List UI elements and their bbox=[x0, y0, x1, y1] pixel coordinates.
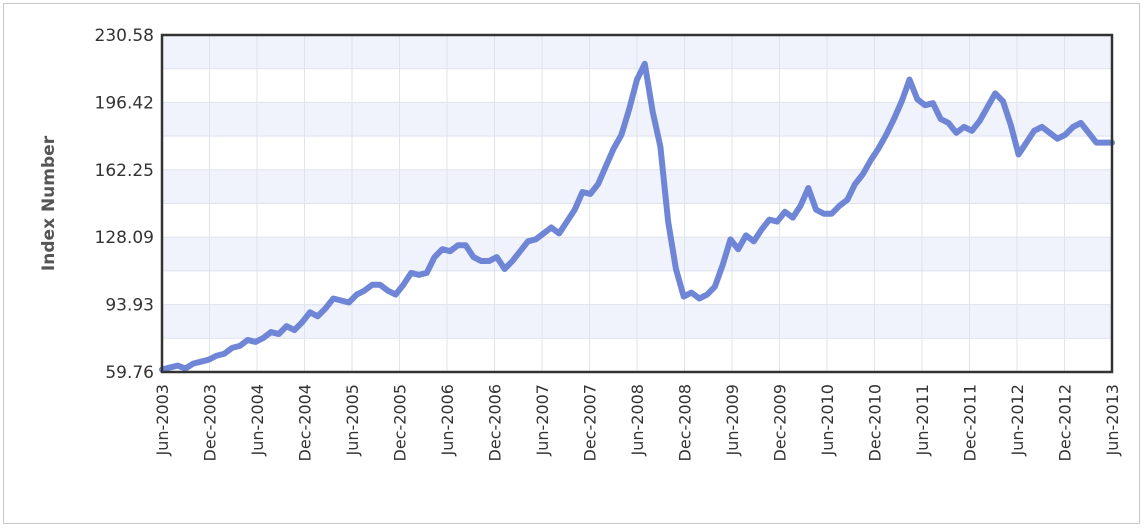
x-tick-label: Dec-2011 bbox=[961, 384, 980, 461]
x-tick-label: Jun-2009 bbox=[723, 384, 742, 457]
y-axis-label: Index Number bbox=[39, 135, 59, 271]
x-tick-label: Jun-2006 bbox=[438, 384, 457, 457]
y-tick-label: 128.09 bbox=[95, 228, 154, 248]
x-tick-labels: Jun-2003 Dec-2003 Jun-2004 Dec-2004 Jun-2005… bbox=[153, 384, 1122, 461]
plot-border bbox=[160, 33, 1114, 374]
x-tick-label: Dec-2012 bbox=[1056, 384, 1075, 461]
x-tick-label: Jun-2010 bbox=[818, 384, 837, 457]
y-tick-label: 196.42 bbox=[95, 93, 154, 113]
x-tick-label: Jun-2011 bbox=[913, 384, 932, 457]
x-tick-label: Dec-2004 bbox=[296, 384, 315, 461]
x-tick-label: Jun-2013 bbox=[1103, 384, 1122, 457]
x-tick-label: Jun-2008 bbox=[628, 384, 647, 457]
x-tick-label: Jun-2012 bbox=[1008, 384, 1027, 457]
x-tick-label: Dec-2008 bbox=[676, 384, 695, 461]
x-tick-label: Dec-2005 bbox=[391, 384, 410, 461]
x-tick-label: Jun-2005 bbox=[343, 384, 362, 457]
series-layer bbox=[159, 60, 1115, 373]
x-tick-label: Dec-2009 bbox=[771, 384, 790, 461]
x-tick-label: Dec-2007 bbox=[581, 384, 600, 461]
y-tick-label: 93.93 bbox=[105, 296, 154, 316]
x-tick-label: Jun-2004 bbox=[248, 384, 267, 457]
y-tick-label: 162.25 bbox=[95, 161, 154, 181]
y-tick-labels: 230.58 196.42 162.25 128.09 93.93 59.76 bbox=[95, 26, 154, 383]
x-tick-label: Jun-2007 bbox=[533, 384, 552, 457]
series-line bbox=[159, 60, 1115, 373]
x-tick-label: Jun-2003 bbox=[153, 384, 172, 457]
x-tick-label: Dec-2003 bbox=[201, 384, 220, 461]
y-tick-label: 230.58 bbox=[95, 26, 154, 46]
gridlines bbox=[162, 35, 1112, 372]
y-tick-label: 59.76 bbox=[105, 363, 154, 383]
x-tick-label: Dec-2006 bbox=[486, 384, 505, 461]
x-tick-label: Dec-2010 bbox=[866, 384, 885, 461]
